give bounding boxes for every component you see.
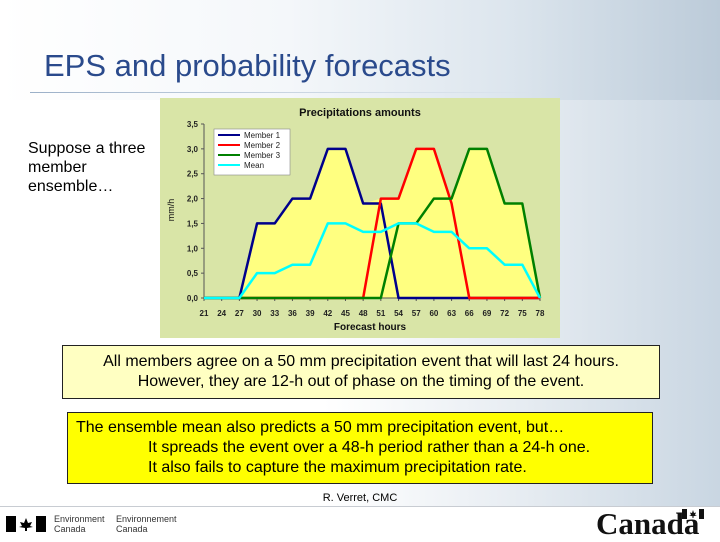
legend-box <box>213 128 291 176</box>
legend-label-mean: Mean <box>244 161 264 170</box>
x-tick-label: 54 <box>394 309 403 318</box>
mean-line-2: It spreads the event over a 48-h period … <box>148 439 591 456</box>
legend-label-member-3: Member 3 <box>244 151 281 160</box>
x-tick-label: 48 <box>359 309 368 318</box>
slide-title: EPS and probability forecasts <box>44 48 451 83</box>
y-tick-label: 0,5 <box>187 269 199 278</box>
precipitation-chart: 0,0 0,5 1,0 1,5 2,0 2,5 3,0 3,5 21 24 27 30 33 36 39 42… <box>160 98 560 338</box>
x-tick-label: 69 <box>482 309 491 318</box>
x-tick-label: 60 <box>429 309 438 318</box>
x-tick-label: 21 <box>200 309 209 318</box>
x-tick-label: 63 <box>447 309 456 318</box>
x-tick-label: 39 <box>306 309 315 318</box>
x-tick-label: 45 <box>341 309 350 318</box>
department-en-line-2: Canada <box>54 524 86 534</box>
y-tick-label: 1,0 <box>187 244 199 253</box>
agreement-line-2: However, they are 12-h out of phase on t… <box>137 373 585 390</box>
x-tick-label: 42 <box>323 309 332 318</box>
y-tick-label: 1,5 <box>187 219 199 228</box>
chart-x-axis-label: Forecast hours <box>334 322 407 333</box>
title-band <box>0 0 720 100</box>
chart-y-axis-label: mm/h <box>166 199 176 222</box>
y-tick-label: 3,5 <box>187 120 199 129</box>
canada-flag-icon <box>6 516 46 532</box>
x-tick-label: 57 <box>412 309 421 318</box>
mean-line-1: The ensemble mean also predicts a 50 mm … <box>76 419 565 436</box>
x-tick-label: 66 <box>465 309 474 318</box>
author-credit: R. Verret, CMC <box>322 492 398 504</box>
mean-box: The ensemble mean also predicts a 50 mm … <box>67 412 653 484</box>
wordmark-flag-icon <box>682 509 704 519</box>
x-tick-label: 30 <box>253 309 262 318</box>
x-tick-label: 27 <box>235 309 244 318</box>
x-tick-label: 72 <box>500 309 509 318</box>
x-tick-label: 36 <box>288 309 297 318</box>
x-tick-label: 51 <box>376 309 385 318</box>
department-fr-line-2: Canada <box>116 524 148 534</box>
department-en-line-1: Environment <box>54 514 105 524</box>
x-tick-label: 75 <box>518 309 527 318</box>
x-tick-label: 33 <box>270 309 279 318</box>
x-tick-label: 78 <box>536 309 545 318</box>
y-tick-label: 2,0 <box>187 195 199 204</box>
chart-title: Precipitations amounts <box>299 107 421 119</box>
department-name-fr: Environnement Canada <box>116 514 177 534</box>
title-underline <box>30 92 530 93</box>
y-tick-label: 2,5 <box>187 170 199 179</box>
ensemble-intro-text: Suppose a three member ensemble… <box>28 140 146 195</box>
series-line-member-3 <box>204 147 542 300</box>
department-fr-line-1: Environnement <box>116 514 177 524</box>
chart-svg: 0,0 0,5 1,0 1,5 2,0 2,5 3,0 3,5 21 24 27 30 33 36 39 42… <box>166 107 545 333</box>
footer <box>0 507 720 540</box>
y-tick-label: 0,0 <box>187 294 199 303</box>
legend-label-member-2: Member 2 <box>244 141 281 150</box>
y-tick-label: 3,0 <box>187 145 199 154</box>
agreement-box: All members agree on a 50 mm precipitati… <box>62 345 660 399</box>
footer-divider <box>0 506 720 507</box>
series-line-mean <box>204 222 542 300</box>
mean-line-3: It also fails to capture the maximum pre… <box>148 459 527 476</box>
legend-label-member-1: Member 1 <box>244 131 281 140</box>
x-tick-label: 24 <box>217 309 226 318</box>
department-name-en: Environment Canada <box>54 514 105 534</box>
agreement-line-1: All members agree on a 50 mm precipitati… <box>103 353 619 370</box>
